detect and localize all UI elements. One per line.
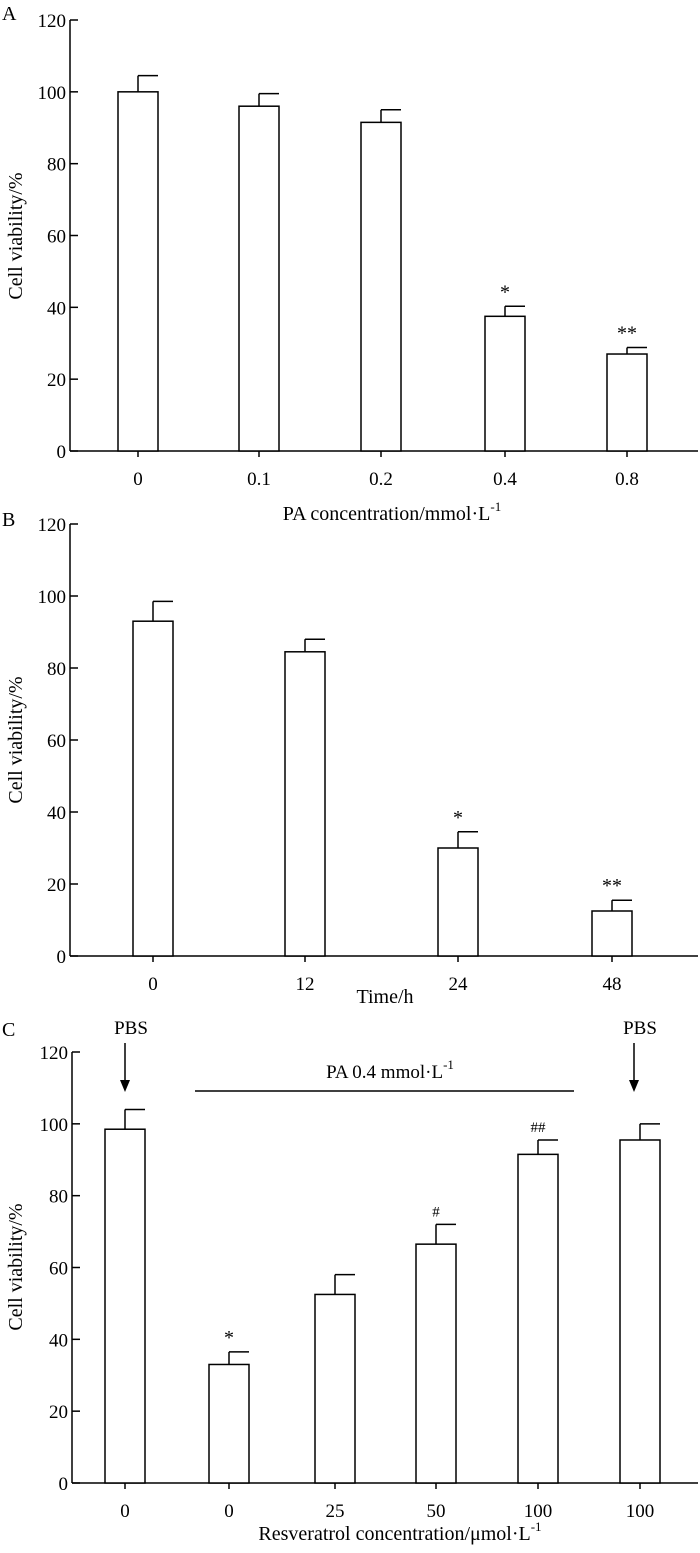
y-axis-label: Cell viability/% — [5, 1203, 27, 1330]
y-tick-label: 120 — [38, 11, 67, 32]
bar — [619, 1139, 661, 1484]
x-tick-label: 0.2 — [369, 469, 393, 490]
x-tick-label: 100 — [626, 1501, 655, 1522]
panel-c: C PBS PBS PA 0.4 mmol·L-1 0 20 40 60 80 100 12… — [2, 1018, 698, 1545]
y-tick-label: 80 — [47, 659, 66, 680]
panel-letter-c: C — [2, 1019, 15, 1041]
y-tick-label: 60 — [49, 1259, 68, 1280]
bar — [238, 105, 280, 452]
x-tick-label: 100 — [524, 1501, 553, 1522]
x-tick-label: 12 — [296, 974, 315, 995]
significance-marker: * — [500, 281, 510, 303]
bar — [104, 1128, 146, 1484]
bar — [484, 315, 526, 452]
y-tick-label: 0 — [59, 1474, 69, 1495]
pbs-label-left: PBS — [114, 1018, 148, 1039]
panel-a: A 0 20 40 60 80 100 120 Cell viability/% 0 0.1 0.2… — [2, 3, 698, 525]
y-tick-label: 0 — [57, 442, 67, 463]
significance-marker: ** — [617, 323, 637, 345]
y-tick-label: 20 — [47, 370, 66, 391]
pbs-arrowhead-left — [120, 1080, 130, 1092]
y-tick-label: 80 — [47, 155, 66, 176]
y-tick-label: 120 — [38, 515, 67, 536]
bar — [132, 620, 174, 957]
bar — [517, 1153, 559, 1484]
y-tick-label: 40 — [49, 1330, 68, 1351]
x-tick-label: 50 — [427, 1501, 446, 1522]
y-tick-label: 20 — [47, 875, 66, 896]
x-axis-label: PA concentration/mmol·L-1 — [283, 499, 501, 525]
y-axis-label: Cell viability/% — [5, 172, 27, 299]
x-tick-label: 0.4 — [493, 469, 517, 490]
bar — [208, 1363, 250, 1484]
pbs-arrowhead-right — [629, 1080, 639, 1092]
significance-marker: ** — [602, 875, 622, 897]
x-axis-label: Time/h — [356, 986, 413, 1008]
y-tick-label: 60 — [47, 731, 66, 752]
panel-letter-a: A — [2, 3, 17, 25]
bar — [284, 651, 326, 957]
bar — [117, 91, 159, 452]
x-tick-label: 0.1 — [247, 469, 271, 490]
x-axis-label-superscript: -1 — [531, 1519, 542, 1534]
bar — [415, 1243, 457, 1484]
y-tick-label: 60 — [47, 227, 66, 248]
x-tick-label: 25 — [326, 1501, 345, 1522]
y-axis-label: Cell viability/% — [5, 676, 27, 803]
bar — [591, 910, 633, 957]
x-axis-label-text: Time/h — [356, 986, 413, 1008]
bar — [360, 121, 402, 452]
y-tick-label: 20 — [49, 1402, 68, 1423]
bar — [314, 1293, 356, 1484]
significance-marker: * — [453, 807, 463, 829]
y-tick-label: 100 — [38, 587, 67, 608]
y-tick-label: 100 — [38, 83, 67, 104]
x-axis-label-superscript: -1 — [490, 499, 501, 514]
y-tick-label: 120 — [40, 1043, 69, 1064]
x-axis-label-text: Resveratrol concentration/μmol·L — [258, 1523, 530, 1545]
x-tick-label: 0 — [224, 1501, 234, 1522]
x-tick-label: 0.8 — [615, 469, 639, 490]
y-tick-label: 80 — [49, 1187, 68, 1208]
x-tick-label: 48 — [603, 974, 622, 995]
bar — [606, 353, 648, 452]
y-tick-label: 0 — [57, 947, 67, 968]
x-tick-label: 0 — [148, 974, 158, 995]
significance-marker: * — [224, 1327, 234, 1349]
y-tick-label: 40 — [47, 298, 66, 319]
y-tick-label: 40 — [47, 803, 66, 824]
x-tick-label: 0 — [133, 469, 143, 490]
x-axis-label-text: PA concentration/mmol·L — [283, 503, 491, 525]
panel-b: B 0 20 40 60 80 100 120 Cell viability/% 0 12 24 * 4… — [2, 509, 698, 1008]
significance-marker: # — [432, 1204, 440, 1220]
pa-treatment-label: PA 0.4 mmol·L-1 — [326, 1057, 454, 1083]
y-tick-label: 100 — [40, 1115, 69, 1136]
pbs-label-right: PBS — [623, 1018, 657, 1039]
x-tick-label: 24 — [449, 974, 469, 995]
bar — [437, 847, 479, 957]
x-tick-label: 0 — [120, 1501, 130, 1522]
panel-letter-b: B — [2, 509, 15, 531]
significance-marker: ## — [531, 1120, 547, 1136]
x-axis-label: Resveratrol concentration/μmol·L-1 — [258, 1519, 541, 1545]
